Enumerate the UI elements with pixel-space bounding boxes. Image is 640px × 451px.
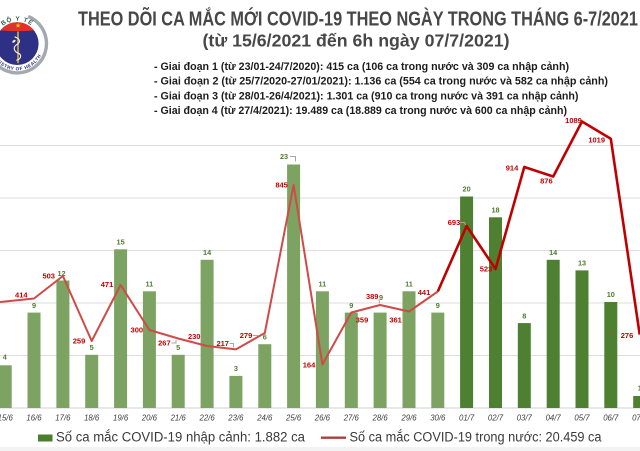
svg-text:23: 23	[280, 152, 288, 161]
svg-text:Số ca mắc COVID-19 nhập cảnh:: Số ca mắc COVID-19 nhập cảnh: 1.882 ca	[56, 430, 305, 445]
svg-text:389: 389	[366, 292, 379, 301]
svg-text:05/7: 05/7	[574, 413, 590, 422]
svg-text:14: 14	[203, 248, 212, 257]
svg-text:- Giai đoạn 4 (từ 27/4/2021):: - Giai đoạn 4 (từ 27/4/2021): 19.489 ca …	[154, 105, 567, 117]
svg-text:279: 279	[240, 331, 253, 340]
svg-text:6: 6	[263, 332, 267, 341]
svg-text:15: 15	[117, 238, 125, 247]
svg-text:BỘ Y TẾ: BỘ Y TẾ	[0, 14, 36, 27]
svg-text:(từ 15/6/2021 đến 6h ngày 07/7: (từ 15/6/2021 đến 6h ngày 07/7/2021)	[203, 31, 510, 51]
svg-text:THEO DÕI CA MẮC MỚI COVID-19 T: THEO DÕI CA MẮC MỚI COVID-19 THEO NGÀY T…	[78, 7, 638, 31]
svg-text:30/6: 30/6	[430, 413, 446, 422]
svg-text:18/6: 18/6	[84, 413, 100, 422]
svg-text:5: 5	[176, 343, 180, 352]
svg-text:20: 20	[463, 185, 471, 194]
svg-text:06/7: 06/7	[603, 413, 619, 422]
svg-text:- Giai đoạn 1 (từ 23/01-24/7/2: - Giai đoạn 1 (từ 23/01-24/7/2020): 415 …	[154, 61, 569, 73]
svg-text:876: 876	[540, 177, 553, 186]
svg-text:04/7: 04/7	[546, 413, 562, 422]
svg-text:20/6: 20/6	[141, 413, 158, 422]
svg-text:02/7: 02/7	[488, 413, 504, 422]
svg-text:276: 276	[621, 331, 634, 340]
svg-text:25/6: 25/6	[285, 413, 302, 422]
svg-text:01/7: 01/7	[459, 413, 475, 422]
svg-text:24/6: 24/6	[256, 413, 273, 422]
svg-text:- Giai đoạn 3 (từ 28/01-26/4/2: - Giai đoạn 3 (từ 28/01-26/4/2021): 1.30…	[154, 90, 579, 102]
svg-text:9: 9	[32, 301, 36, 310]
svg-text:26/6: 26/6	[314, 413, 331, 422]
svg-text:164: 164	[303, 361, 316, 370]
svg-text:230: 230	[188, 332, 201, 341]
svg-text:15/6: 15/6	[0, 413, 13, 422]
svg-text:503: 503	[42, 272, 55, 281]
svg-text:11: 11	[405, 280, 413, 289]
svg-text:11: 11	[319, 280, 327, 289]
svg-text:217: 217	[216, 339, 229, 348]
svg-text:1089: 1089	[565, 116, 582, 125]
svg-text:8: 8	[522, 311, 526, 320]
svg-text:17/6: 17/6	[55, 413, 71, 422]
svg-text:441: 441	[418, 288, 431, 297]
svg-text:914: 914	[506, 163, 519, 172]
svg-text:11: 11	[146, 280, 154, 289]
svg-text:27/6: 27/6	[343, 413, 360, 422]
svg-text:414: 414	[15, 290, 28, 299]
svg-text:471: 471	[101, 280, 114, 289]
svg-text:267: 267	[158, 339, 171, 348]
svg-text:3: 3	[234, 364, 238, 373]
svg-text:29/6: 29/6	[400, 413, 417, 422]
svg-text:23/6: 23/6	[227, 413, 244, 422]
svg-text:259: 259	[73, 336, 86, 345]
svg-text:1: 1	[638, 384, 640, 393]
svg-text:693: 693	[448, 218, 461, 227]
svg-text:12: 12	[57, 269, 65, 278]
svg-text:845: 845	[275, 180, 288, 189]
svg-text:5: 5	[90, 343, 94, 352]
svg-text:10: 10	[607, 290, 615, 299]
svg-text:9: 9	[379, 293, 383, 302]
svg-text:03/7: 03/7	[517, 413, 533, 422]
svg-text:300: 300	[131, 325, 144, 334]
svg-text:16/6: 16/6	[26, 413, 42, 422]
svg-text:14: 14	[549, 248, 558, 257]
svg-text:361: 361	[389, 315, 402, 324]
svg-text:21/6: 21/6	[170, 413, 187, 422]
svg-text:13: 13	[578, 259, 586, 268]
svg-text:1019: 1019	[588, 136, 605, 145]
svg-text:359: 359	[356, 315, 369, 324]
svg-text:523: 523	[480, 265, 493, 274]
svg-text:- Giai đoạn 2 (từ 25/7/2020-27: - Giai đoạn 2 (từ 25/7/2020-27/01/2021):…	[154, 76, 608, 88]
svg-text:28/6: 28/6	[372, 413, 389, 422]
svg-text:18: 18	[491, 206, 499, 215]
svg-text:19/6: 19/6	[113, 413, 129, 422]
svg-text:22/6: 22/6	[199, 413, 216, 422]
svg-text:9: 9	[436, 301, 440, 310]
svg-text:Số ca mắc COVID-19 trong nước:: Số ca mắc COVID-19 trong nước: 20.459 ca	[350, 430, 602, 445]
svg-text:4: 4	[3, 353, 8, 362]
svg-text:07/7: 07/7	[632, 413, 640, 422]
svg-text:9: 9	[349, 301, 353, 310]
